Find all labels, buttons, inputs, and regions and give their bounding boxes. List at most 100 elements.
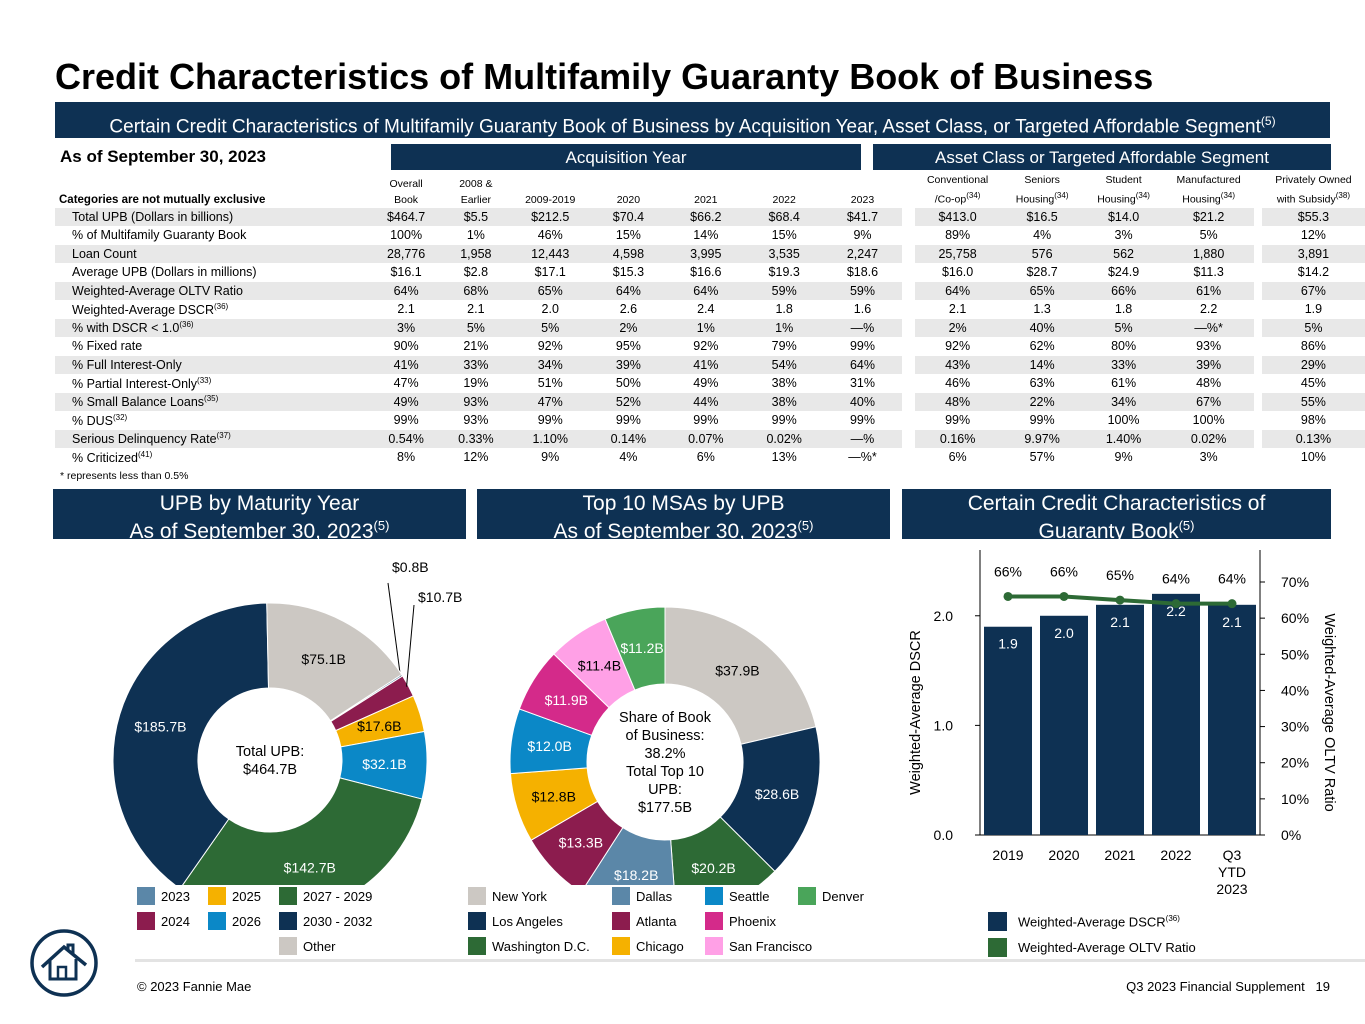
table-row: Weighted-Average OLTV Ratio 64% 68% 65% 64% 6…	[55, 281, 1365, 300]
legend-swatch	[208, 887, 226, 905]
legend-label: 2023	[161, 889, 190, 904]
legend-swatch	[705, 887, 723, 905]
table-cell: $21.2	[1163, 207, 1255, 226]
table-cell: 25,758	[915, 244, 1001, 263]
table-cell: 1,958	[441, 244, 511, 263]
column-header: 2023	[850, 193, 875, 206]
table-cell: $14.2	[1297, 265, 1330, 280]
table-cell: 79%	[771, 339, 797, 354]
data-label: $11.9B	[545, 692, 588, 708]
page-title: Credit Characteristics of Multifamily Gu…	[55, 56, 1154, 97]
table-cell: 38%	[771, 376, 797, 391]
table-cell: $18.6	[846, 265, 879, 280]
data-label: $18.2B	[614, 867, 658, 883]
asset-class-header: Asset Class or Targeted Affordable Segme…	[873, 144, 1331, 170]
maturity-legend: 2023 2025 2027 - 2029 2024 2026 2030 - 2032 Ot…	[137, 887, 467, 957]
table-cell: $70.4	[590, 207, 667, 226]
table-cell: 99%	[393, 413, 419, 428]
table-cell: 47%	[510, 392, 591, 411]
table-cell: 99%	[537, 413, 563, 428]
legend-label: 2025	[232, 889, 261, 904]
table-cell: 99%	[1029, 413, 1055, 428]
data-label: $32.1B	[362, 756, 406, 772]
legend-label: Weighted-Average DSCR(36)	[1018, 914, 1180, 930]
center-label: Total UPB:	[236, 744, 305, 760]
table-cell: 100%	[1107, 413, 1140, 428]
table-cell: 99%	[849, 339, 875, 354]
table-cell: 1%	[745, 318, 824, 337]
legend-swatch	[137, 887, 155, 905]
table-cell: 100%	[390, 228, 423, 243]
y2-tick-label: 40%	[1281, 682, 1309, 698]
row-label: Average UPB (Dollars in millions)	[72, 265, 257, 280]
bar-dscr	[1096, 604, 1144, 835]
column-header: 2009-2019	[525, 193, 576, 206]
table-cell: 3%	[1114, 228, 1133, 243]
row-label: Loan Count	[55, 244, 371, 263]
table-cell: 12,443	[510, 244, 591, 263]
oltv-point	[1227, 599, 1237, 609]
table-cell: 1.8	[1114, 302, 1133, 317]
legend-swatch	[468, 937, 486, 955]
center-label: 38.2%	[644, 746, 685, 762]
table-cell: 49%	[693, 376, 719, 391]
table-cell: 2%	[590, 318, 667, 337]
table-cell: 44%	[666, 392, 745, 411]
legend-swatch	[468, 887, 486, 905]
table-cell: $28.7	[1026, 265, 1058, 280]
legend-label: San Francisco	[729, 939, 813, 954]
table-cell: 93%	[441, 392, 511, 411]
table-cell: $16.6	[690, 265, 722, 280]
table-cell: 3%	[370, 318, 442, 337]
column-header: 2022	[772, 193, 796, 206]
table-cell: $66.2	[666, 207, 745, 226]
table-cell: 22%	[1000, 392, 1085, 411]
legend-swatch	[988, 912, 1007, 931]
table-cell: 38%	[745, 392, 824, 411]
legend-swatch	[705, 912, 723, 930]
table-cell: 59%	[823, 281, 902, 300]
row-label: % Fixed rate	[72, 339, 143, 354]
category-note: Categories are not mutually exclusive	[59, 193, 266, 206]
data-label: $37.9B	[715, 663, 759, 679]
table-cell: 29%	[1261, 355, 1365, 374]
table-cell: 15%	[771, 228, 797, 243]
row-label: % Partial Interest-Only(33)	[72, 375, 212, 391]
table-cell: 51%	[537, 376, 563, 391]
combo-legend: Weighted-Average DSCR(36) Weighted-Averag…	[988, 912, 1338, 960]
slice-dallas	[585, 826, 675, 885]
legend-label: Weighted-Average OLTV Ratio	[1018, 940, 1196, 955]
y-axis-label: Weighted-Average DSCR	[908, 630, 924, 795]
table-cell: 3,535	[745, 244, 824, 263]
table-cell: 1.3	[1033, 302, 1051, 317]
legend-swatch	[705, 937, 723, 955]
msa-donut-chart: $37.9B $28.6B $20.2B $18.2B $13.3B $12.8B $12.…	[509, 606, 821, 885]
slice-2030-2032	[112, 602, 270, 885]
bar-dscr	[1208, 604, 1256, 835]
legend-label: Other	[303, 939, 336, 954]
table-cell: 9%	[853, 228, 872, 243]
data-label: $28.6B	[755, 786, 799, 802]
legend-label: 2024	[161, 914, 190, 929]
table-cell: $17.1	[534, 265, 566, 280]
table-row: % Partial Interest-Only(33) 47% 19% 51% 50% 4…	[55, 374, 1365, 393]
x-tick-label: Q3	[1223, 847, 1242, 863]
row-label: % Full Interest-Only	[55, 355, 371, 374]
table-cell: 2,247	[823, 244, 902, 263]
table-cell: 64%	[915, 281, 1001, 300]
y2-tick-label: 70%	[1281, 574, 1309, 590]
table-cell: 46%	[945, 376, 971, 391]
legend-swatch	[208, 912, 226, 930]
row-label: % Small Balance Loans(35)	[55, 392, 371, 411]
column-header: Student Housing(34)	[1097, 174, 1150, 206]
table-cell: 2.6	[619, 302, 638, 317]
legend-swatch	[612, 887, 630, 905]
table-cell: 2.1	[397, 302, 415, 317]
table-cell: 1.40%	[1084, 429, 1164, 448]
table-cell: 67%	[1261, 281, 1365, 300]
table-row: % Full Interest-Only 41% 33% 34% 39% 41% 54% 64…	[55, 355, 1365, 374]
table-cell: 92%	[693, 339, 719, 354]
row-label: % of Multifamily Guaranty Book	[72, 228, 247, 243]
table-row: % Small Balance Loans(35) 49% 93% 47% 52% 44%…	[55, 392, 1365, 411]
table-cell: 48%	[915, 392, 1001, 411]
